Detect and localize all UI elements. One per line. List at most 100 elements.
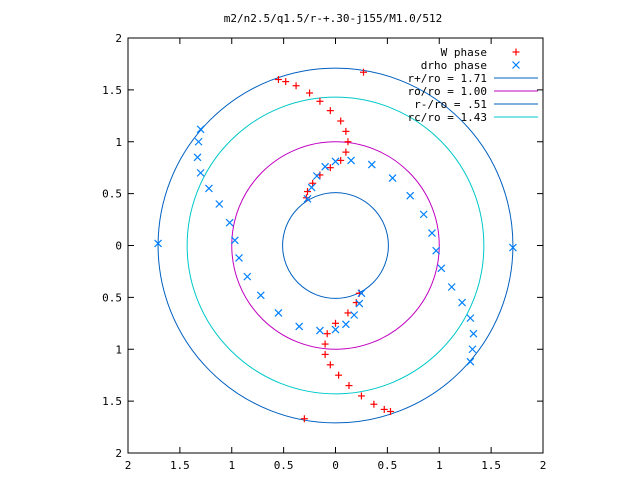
data-point: [307, 183, 316, 192]
y-tick-label: 1: [115, 136, 122, 149]
data-point: [154, 239, 163, 248]
data-point: [386, 408, 394, 415]
data-point: [256, 291, 265, 300]
data-point: [380, 405, 388, 413]
x-tick-label: 0.5: [274, 459, 294, 472]
data-point: [194, 137, 203, 146]
data-point: [355, 299, 364, 308]
data-point: [468, 345, 477, 354]
legend-label: drho phase: [421, 59, 487, 72]
chart-title: m2/n2.5/q1.5/r-+.30-j155/M1.0/512: [224, 12, 443, 25]
data-point: [316, 97, 324, 105]
points-layer: [154, 68, 517, 423]
data-point: [326, 107, 334, 115]
data-point: [466, 357, 475, 366]
data-point: [205, 184, 213, 193]
x-tick-label: 2: [125, 459, 132, 472]
data-point: [193, 153, 202, 162]
data-point: [350, 311, 359, 319]
data-point: [295, 322, 304, 331]
y-tick-label: 1.5: [102, 395, 122, 408]
data-point: [243, 272, 252, 281]
data-point: [312, 172, 321, 180]
data-point: [196, 168, 205, 177]
data-point: [321, 350, 329, 358]
x-tick-label: 1: [228, 459, 235, 472]
axes-layer: 2 1.5 1 0.5 0 0.5 1 1.5 221.510.500.511.52: [102, 32, 546, 472]
y-tick-label: 0: [115, 240, 122, 253]
data-point: [321, 162, 330, 171]
data-point: [274, 76, 282, 83]
data-point: [337, 156, 345, 164]
y-tick-label: 2: [115, 32, 122, 45]
data-point: [428, 229, 436, 237]
legend-label: r+/ro = 1.71: [408, 72, 487, 85]
data-point: [357, 289, 366, 298]
data-point: [332, 319, 339, 327]
data-point: [331, 157, 340, 166]
data-point: [303, 194, 312, 203]
data-point: [406, 191, 415, 200]
data-point: [344, 138, 352, 146]
data-point: [335, 371, 343, 379]
radius-circle: [282, 192, 389, 299]
y-tick-label: 0.5: [102, 291, 122, 304]
y-tick-label: 1.5: [102, 84, 122, 97]
data-point: [469, 329, 478, 338]
legend-swatch: [512, 61, 520, 69]
legend-label: r-/ro = .51: [414, 98, 487, 111]
data-point: [225, 218, 234, 227]
data-point: [292, 82, 300, 90]
data-point: [230, 236, 239, 245]
data-point: [326, 361, 334, 369]
radius-circle: [186, 96, 485, 395]
data-point: [300, 415, 308, 423]
x-tick-label: 0: [332, 459, 339, 472]
data-point: [326, 164, 334, 172]
data-point: [432, 246, 441, 255]
data-point: [344, 309, 352, 317]
radius-circle: [157, 67, 514, 424]
data-point: [282, 78, 290, 86]
x-tick-label: 2: [540, 459, 547, 472]
circles-layer: [157, 67, 514, 424]
data-point: [437, 264, 446, 273]
data-point: [331, 325, 340, 334]
data-point: [419, 210, 428, 219]
data-point: [303, 188, 311, 196]
data-point: [342, 127, 350, 135]
data-point: [357, 392, 365, 400]
data-point: [508, 243, 517, 252]
x-tick-label: 1.5: [481, 459, 501, 472]
x-tick-label: 1: [436, 459, 443, 472]
legend-swatch: [512, 48, 520, 56]
data-point: [370, 400, 378, 408]
data-point: [323, 330, 331, 338]
data-point: [466, 314, 475, 323]
data-point: [316, 326, 324, 335]
data-point: [341, 320, 350, 329]
data-point: [347, 156, 355, 165]
data-point: [306, 89, 314, 97]
legend-label: W phase: [441, 46, 487, 59]
radius-circle: [231, 141, 440, 350]
y-tick-label: 1: [115, 343, 122, 356]
data-point: [235, 254, 243, 262]
y-tick-label: 0.5: [102, 188, 122, 201]
y-tick-label: 2: [115, 447, 122, 460]
data-point: [215, 200, 224, 208]
x-tick-label: 1.5: [170, 459, 190, 472]
data-point: [321, 340, 329, 348]
data-point: [274, 309, 283, 317]
data-point: [342, 148, 350, 156]
data-point: [447, 283, 456, 291]
data-point: [458, 298, 466, 307]
data-point: [360, 68, 368, 76]
legend-label: ro/ro = 1.00: [408, 85, 487, 98]
data-point: [196, 125, 205, 134]
data-point: [337, 117, 345, 125]
data-point: [345, 382, 353, 390]
legend-label: rc/ro = 1.43: [408, 111, 487, 124]
